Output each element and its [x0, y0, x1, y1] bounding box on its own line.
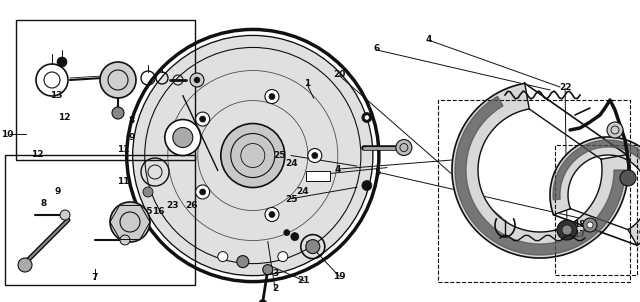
Circle shape	[607, 122, 623, 138]
Circle shape	[269, 211, 275, 217]
Circle shape	[557, 220, 577, 240]
Text: 12: 12	[31, 149, 44, 159]
Polygon shape	[550, 137, 640, 245]
Circle shape	[237, 255, 249, 268]
Text: 9: 9	[128, 133, 134, 142]
Circle shape	[265, 207, 279, 221]
Text: 8: 8	[128, 116, 134, 125]
Circle shape	[562, 225, 572, 235]
Text: 16: 16	[152, 207, 165, 216]
Text: 5: 5	[374, 168, 381, 177]
Circle shape	[259, 300, 267, 302]
Text: 10: 10	[1, 130, 14, 139]
Text: 4: 4	[335, 165, 341, 174]
Text: 11: 11	[117, 177, 130, 186]
Text: 25: 25	[273, 151, 285, 160]
Circle shape	[200, 189, 205, 195]
Circle shape	[308, 149, 322, 162]
Circle shape	[269, 94, 275, 100]
Text: 24: 24	[296, 187, 309, 196]
Circle shape	[620, 170, 636, 186]
Circle shape	[200, 116, 205, 122]
Text: 26: 26	[186, 201, 198, 210]
Text: 11: 11	[117, 145, 130, 154]
Circle shape	[100, 62, 136, 98]
Text: 12: 12	[58, 113, 70, 122]
Circle shape	[120, 235, 130, 245]
Text: 13: 13	[50, 91, 63, 100]
Circle shape	[57, 57, 67, 67]
Circle shape	[218, 252, 228, 262]
Circle shape	[312, 153, 318, 159]
Text: 6: 6	[373, 44, 380, 53]
Circle shape	[263, 265, 273, 275]
Bar	[438, 100, 630, 282]
Text: 24: 24	[285, 159, 298, 168]
Text: 3: 3	[272, 269, 278, 278]
Circle shape	[196, 112, 210, 126]
Text: 19: 19	[333, 272, 346, 281]
Bar	[306, 171, 330, 181]
Circle shape	[196, 185, 210, 199]
Bar	[5, 155, 195, 285]
Text: 20: 20	[333, 70, 346, 79]
Text: 25: 25	[285, 195, 298, 204]
Circle shape	[110, 202, 150, 242]
Circle shape	[284, 230, 290, 236]
Circle shape	[365, 116, 369, 120]
Circle shape	[362, 113, 372, 123]
Circle shape	[143, 187, 153, 197]
Bar	[555, 145, 637, 275]
Text: 22: 22	[559, 83, 572, 92]
Circle shape	[221, 124, 285, 188]
Circle shape	[134, 37, 372, 275]
Circle shape	[112, 107, 124, 119]
Text: 8: 8	[40, 199, 47, 208]
Text: 17: 17	[573, 230, 586, 239]
Bar	[16, 20, 195, 160]
Circle shape	[165, 120, 201, 156]
Text: 2: 2	[272, 284, 278, 293]
Polygon shape	[455, 96, 625, 255]
Text: 7: 7	[92, 273, 98, 282]
Circle shape	[396, 140, 412, 156]
Text: 9: 9	[54, 187, 61, 196]
Circle shape	[173, 127, 193, 148]
Text: 23: 23	[166, 201, 179, 210]
Circle shape	[587, 222, 593, 228]
Text: 4: 4	[426, 35, 432, 44]
Text: 14: 14	[307, 171, 320, 180]
Circle shape	[306, 239, 320, 254]
Polygon shape	[452, 83, 628, 258]
Text: 21: 21	[298, 276, 310, 285]
Circle shape	[60, 210, 70, 220]
Polygon shape	[553, 140, 640, 237]
Circle shape	[362, 181, 372, 191]
Text: 18: 18	[573, 220, 586, 229]
Circle shape	[278, 252, 288, 262]
Circle shape	[265, 90, 279, 104]
Circle shape	[190, 73, 204, 87]
Circle shape	[18, 258, 32, 272]
Circle shape	[583, 218, 597, 232]
Text: 1: 1	[304, 79, 310, 88]
Circle shape	[291, 233, 299, 241]
Text: 15: 15	[140, 207, 152, 216]
Circle shape	[194, 77, 200, 83]
